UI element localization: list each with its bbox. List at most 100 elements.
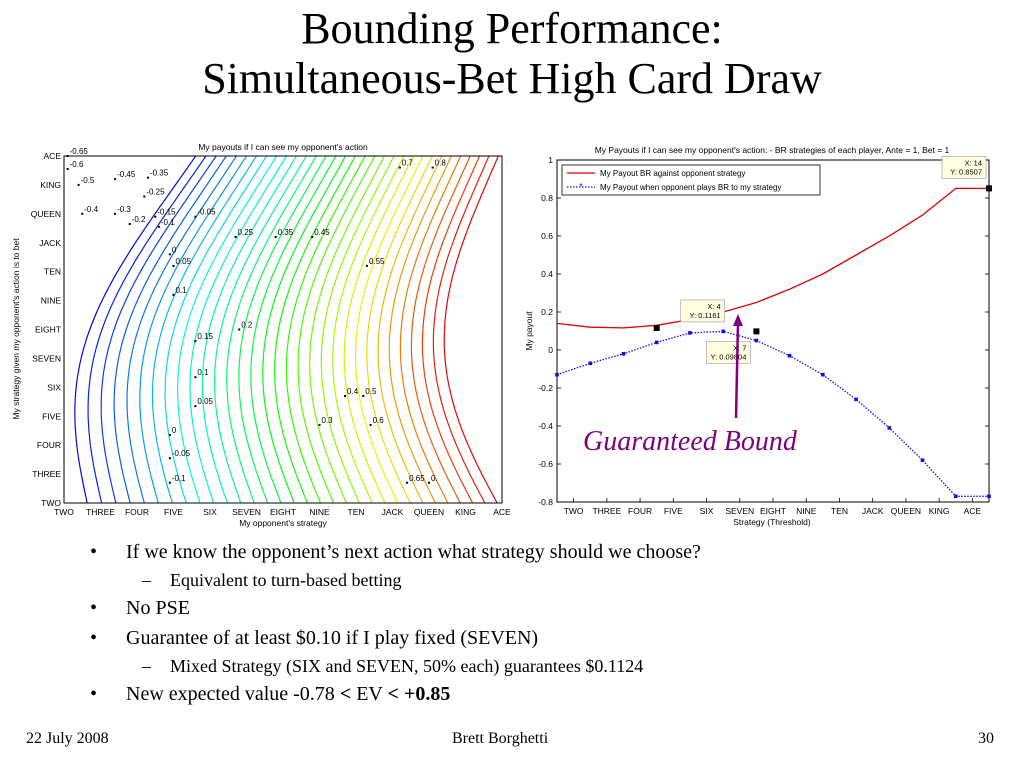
contour-line — [164, 155, 268, 504]
contour-xlabel: My opponent's strategy — [239, 518, 327, 528]
contour-y-tick-label: KING — [40, 180, 61, 190]
contour-label: -0.05 — [172, 449, 191, 458]
datatip-box — [680, 299, 725, 323]
contour-line — [87, 155, 207, 504]
contour-label: 0.1 — [176, 286, 188, 295]
bullet-item: No PSE — [90, 593, 990, 623]
series-point-blue — [621, 352, 626, 356]
contour-line — [343, 155, 414, 504]
line-y-tick-label: -0.2 — [538, 383, 553, 393]
line-y-tick-label: -0.8 — [538, 497, 553, 507]
contour-line — [388, 155, 452, 504]
line-y-tick-label: 0.2 — [541, 307, 553, 317]
contour-y-tick-label: FIVE — [42, 411, 61, 421]
line-ylabel: My payout — [524, 311, 534, 351]
contour-line — [399, 155, 462, 504]
contour-label: 0.6 — [373, 416, 385, 425]
contour-label: 0.5 — [365, 387, 377, 396]
line-x-tick-label: SIX — [700, 506, 714, 516]
contour-label: -0.3 — [117, 205, 131, 214]
bullet-item: New expected value -0.78 < EV < +0.85 — [90, 679, 990, 709]
datatip-y-label: Y: 0.1161 — [690, 311, 721, 320]
title-line-1: Bounding Performance: — [301, 4, 723, 53]
contour-x-tick-label: QUEEN — [414, 507, 444, 517]
legend-entry-blue: My Payout when opponent plays BR to my s… — [600, 183, 781, 192]
contour-line — [285, 155, 366, 504]
series-point-blue — [787, 353, 792, 358]
contour-plot-frame — [63, 155, 503, 504]
contour-label-marker — [172, 264, 175, 267]
datatip-marker — [753, 328, 760, 335]
line-y-tick-label: 1 — [548, 155, 553, 165]
datatip-x-label: X: 7 — [733, 343, 746, 352]
contour-x-tick-label: FOUR — [125, 507, 149, 517]
contour-x-tick-label: KING — [455, 507, 476, 517]
series-point-blue — [555, 372, 559, 377]
contour-y-tick-label: QUEEN — [31, 209, 61, 219]
contour-label: 0 — [172, 426, 177, 435]
contour-label-marker — [194, 405, 197, 408]
contour-y-tick-label: THREE — [32, 469, 61, 479]
ev-mid: EV — [351, 683, 388, 705]
series-point-blue — [953, 494, 958, 499]
contour-label-marker — [369, 423, 372, 426]
line-y-tick-label: 0.6 — [541, 231, 553, 241]
contour-label: -0.35 — [150, 169, 169, 178]
series-point-blue — [987, 494, 991, 499]
bullet-subitem: Mixed Strategy (SIX and SEVEN, 50% each)… — [90, 653, 990, 679]
contour-x-tick-label: TEN — [348, 507, 365, 517]
contour-label: -0.2 — [132, 215, 146, 224]
contour-label: 0.35 — [278, 228, 294, 237]
footer-date: 22 July 2008 — [26, 730, 109, 747]
contour-label-marker — [154, 215, 157, 218]
contour-y-tick-label: SEVEN — [32, 353, 61, 363]
contour-x-tick-label: NINE — [309, 507, 330, 517]
contour-label: -0.05 — [197, 208, 216, 217]
contour-line — [250, 155, 337, 504]
contour-label: 0.7 — [402, 159, 414, 168]
contour-label: -0.5 — [81, 176, 95, 185]
guaranteed-bound-label: Guaranteed Bound — [583, 426, 797, 457]
contour-label: 0.4 — [347, 387, 359, 396]
datatip-box — [941, 156, 987, 179]
line-x-tick-label: JACK — [862, 506, 884, 516]
contour-label: -0.6 — [70, 160, 84, 169]
contour-label-marker — [66, 168, 69, 171]
svg-text:*: * — [579, 182, 583, 192]
datatip-y-label: Y: 0.09804 — [711, 352, 747, 361]
contour-label-marker — [168, 253, 171, 256]
contour-label-marker — [168, 434, 171, 437]
contour-line — [309, 155, 385, 504]
contour-y-tick-label: JACK — [39, 238, 61, 248]
line-y-tick-label: 0.8 — [541, 193, 553, 203]
contour-chart: My payouts if I can see my opponent's ac… — [11, 142, 511, 528]
line-y-tick-label: -0.6 — [538, 459, 553, 469]
series-point-blue — [920, 458, 925, 462]
contour-line — [443, 155, 499, 504]
ev-upper: +0.85 — [398, 683, 451, 705]
contour-x-tick-label: THREE — [86, 507, 115, 517]
contour-label-marker — [428, 481, 430, 484]
contour-line — [366, 155, 433, 504]
footer-author: Brett Borghetti — [452, 730, 549, 747]
contour-label-marker — [172, 293, 175, 296]
contour-x-tick-label: TWO — [54, 507, 74, 517]
datatip-x-label: X: 4 — [707, 302, 720, 311]
line-x-tick-label: FOUR — [628, 506, 652, 516]
contour-line — [201, 155, 297, 504]
contour-label-marker — [365, 264, 368, 267]
contour-label-marker — [194, 376, 197, 379]
contour-line — [226, 155, 317, 504]
contour-label-marker — [114, 178, 117, 181]
contour-line — [151, 155, 258, 504]
line-x-tick-label: KING — [929, 506, 950, 516]
contour-label: 0.15 — [197, 332, 213, 341]
contour-line — [74, 155, 197, 504]
contour-label: 0.05 — [197, 397, 213, 406]
contour-line — [126, 155, 237, 504]
contour-line — [421, 155, 481, 504]
series-point-blue — [654, 340, 659, 345]
legend: My Payout BR against opponent strategy *… — [561, 164, 821, 196]
contour-y-tick-label: NINE — [41, 296, 62, 306]
contour-label-marker — [238, 328, 241, 331]
